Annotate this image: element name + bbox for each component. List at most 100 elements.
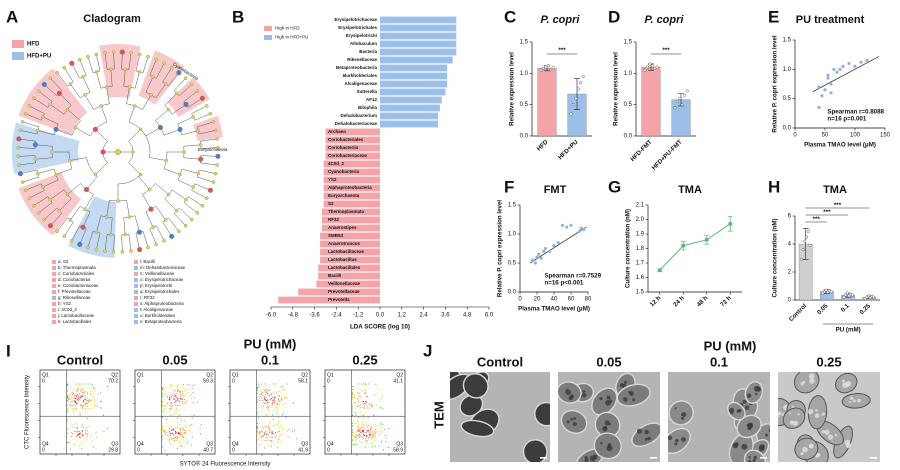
tree-branch <box>196 173 214 183</box>
bar <box>380 112 439 120</box>
data-point <box>581 74 585 78</box>
event-dot <box>361 425 363 427</box>
panel-letter: C <box>504 7 516 26</box>
event-dot <box>286 383 288 385</box>
event-dot <box>72 393 74 395</box>
panel-letter: G <box>608 177 621 196</box>
tree-node <box>213 171 218 176</box>
event-dot <box>356 398 358 400</box>
cell-inclusion <box>674 407 677 410</box>
cell-inclusion <box>842 379 845 383</box>
quadrant-value: 0 <box>42 378 45 384</box>
event-dot <box>181 419 183 421</box>
event-dot <box>262 426 264 428</box>
data-point <box>841 64 845 68</box>
event-dot <box>359 388 361 390</box>
event-dot <box>261 391 263 393</box>
event-dot <box>365 422 367 424</box>
cell <box>727 401 746 421</box>
data-point <box>579 226 583 230</box>
tree-node <box>133 104 137 108</box>
cell-inclusion <box>857 398 861 403</box>
tree-branch <box>37 168 57 175</box>
tree-node <box>36 171 40 176</box>
data-point <box>546 64 550 68</box>
cell-inclusion <box>827 434 834 440</box>
event-dot <box>192 402 195 404</box>
tree-node <box>16 145 20 150</box>
cell-inclusion <box>674 442 678 446</box>
event-dot <box>170 402 172 404</box>
tree-node <box>216 145 220 150</box>
event-dot <box>262 401 264 403</box>
event-dot <box>94 401 96 403</box>
event-dot <box>92 396 94 398</box>
tree-node <box>116 199 120 203</box>
event-dot <box>82 393 84 395</box>
event-dot <box>76 391 78 393</box>
event-dot <box>274 397 276 399</box>
event-dot <box>164 408 166 410</box>
event-dot <box>175 400 177 402</box>
event-dot <box>92 387 94 389</box>
event-dot <box>351 408 353 410</box>
annotation: n=16 p=0.001 <box>827 116 866 123</box>
event-dot <box>74 397 76 399</box>
event-dot <box>352 443 354 446</box>
x-axis-label: LDA SCORE (log 10) <box>350 324 410 331</box>
data-point <box>531 258 535 262</box>
cell-inclusion <box>748 459 752 462</box>
event-dot <box>284 402 286 404</box>
tree-node <box>123 232 127 237</box>
event-dot <box>353 402 355 405</box>
bar-label: Lactobacillus <box>328 257 357 262</box>
event-dot <box>74 395 76 397</box>
event-dot <box>362 424 364 426</box>
panel-letter: I <box>6 341 11 360</box>
event-dot <box>271 405 273 407</box>
cell-inclusion <box>632 398 636 402</box>
event-dot <box>82 392 84 394</box>
event-dot <box>279 395 281 398</box>
x-tick-label: HFD <box>536 138 550 152</box>
x-tick-label: -6.0 <box>266 313 277 319</box>
event-dot <box>272 418 274 420</box>
quadrant-value: 0 <box>42 447 45 453</box>
event-dot <box>351 439 353 441</box>
event-dot <box>379 399 381 401</box>
event-dot <box>361 436 363 438</box>
event-dot <box>163 387 165 389</box>
x-axis-label: PU (mM) <box>836 327 861 334</box>
event-dot <box>259 390 261 392</box>
event-dot <box>365 439 367 442</box>
event-dot <box>96 431 98 433</box>
tree-branch <box>177 174 194 188</box>
data-point <box>850 293 854 297</box>
event-dot <box>172 428 174 430</box>
event-dot <box>263 433 266 435</box>
event-dot <box>277 399 280 401</box>
cell-inclusion <box>809 378 815 384</box>
event-dot <box>70 431 73 433</box>
event-dot <box>377 430 379 432</box>
event-dot <box>263 421 265 423</box>
event-dot <box>375 425 378 427</box>
event-dot <box>358 402 360 404</box>
tree-node <box>47 223 53 229</box>
event-dot <box>261 394 263 397</box>
bar <box>318 272 380 280</box>
event-dot <box>365 435 367 437</box>
x-tick-label: 0.05 <box>816 302 830 316</box>
event-dot <box>375 393 377 395</box>
x-tick-label: 0.0 <box>376 313 385 319</box>
event-dot <box>76 423 78 425</box>
data-point <box>569 223 573 227</box>
event-dot <box>180 445 182 447</box>
cell-inclusion <box>728 407 735 414</box>
x-tick-label: 60 <box>568 297 575 303</box>
event-dot <box>167 434 169 436</box>
data-point <box>853 64 857 68</box>
cell-inclusion <box>741 443 748 450</box>
event-dot <box>76 386 78 388</box>
tree-branch <box>22 173 40 183</box>
